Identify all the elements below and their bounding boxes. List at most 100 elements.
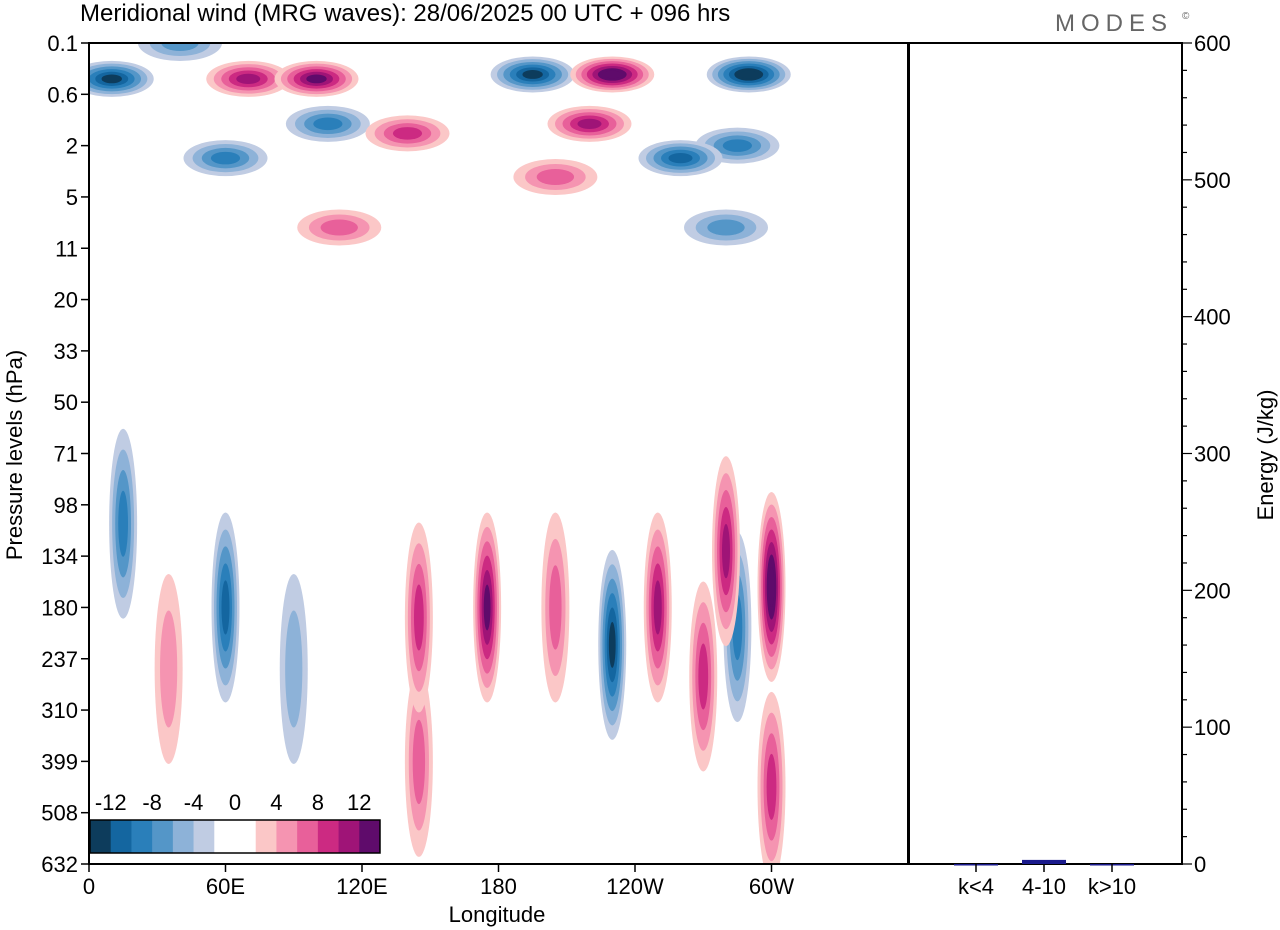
contour-shading — [118, 490, 129, 557]
contour-shading — [653, 580, 662, 635]
energy-tick-label: 600 — [1194, 31, 1231, 56]
contour-shading — [392, 127, 423, 140]
y-tick-label: 20 — [54, 288, 78, 313]
y-tick-label: 98 — [54, 493, 78, 518]
energy-axis-label: Energy (J/kg) — [1253, 390, 1278, 521]
y-tick-label: 11 — [55, 236, 78, 261]
contour-shading — [536, 168, 575, 185]
colorbar-label: 12 — [347, 790, 371, 815]
contour-shading — [412, 719, 426, 805]
contour-shading — [313, 117, 343, 131]
y-tick-label: 134 — [41, 544, 78, 569]
colorbar-swatch — [276, 820, 298, 853]
contour-shading — [707, 219, 745, 236]
y-tick-label: 508 — [41, 801, 78, 826]
modes-logo: MODES © — [1055, 10, 1190, 37]
y-tick-label: 71 — [54, 442, 78, 467]
energy-category-label: k>10 — [1088, 874, 1136, 899]
contour-shading — [285, 610, 303, 728]
y-tick-label: 237 — [41, 647, 78, 672]
contour-shading — [413, 584, 424, 651]
contour-shading — [210, 151, 241, 165]
longitude-axis: 0 60E 120E 180 120W 60W — [83, 864, 794, 899]
colorbar-swatch — [110, 820, 132, 853]
y-tick-label: 2 — [66, 134, 78, 159]
x-tick-label: 120E — [336, 874, 387, 899]
contour-shading — [698, 643, 709, 710]
contour-shading — [160, 610, 178, 728]
contour-shading — [668, 153, 693, 164]
contour-shading — [577, 118, 602, 129]
y-tick-label: 5 — [66, 185, 78, 210]
contour-shading — [766, 753, 777, 820]
contour-shading — [236, 73, 261, 84]
x-tick-label: 180 — [480, 874, 517, 899]
contour-shading — [603, 70, 622, 79]
contour-shading — [549, 565, 562, 650]
energy-tick-label: 100 — [1194, 715, 1231, 740]
colorbar-label: -12 — [95, 790, 127, 815]
chart-title: Meridional wind (MRG waves): 28/06/2025 … — [80, 0, 730, 27]
y-tick-label: 399 — [41, 749, 78, 774]
contour-shading — [483, 584, 491, 631]
contour-shading — [739, 70, 758, 79]
colorbar-swatch — [131, 820, 153, 853]
modes-logo-mark: © — [1182, 11, 1190, 22]
y-tick-label: 33 — [54, 339, 78, 364]
energy-tick-label: 0 — [1194, 852, 1206, 877]
colorbar-swatch — [172, 820, 194, 853]
colorbar-swatch — [297, 820, 319, 853]
contour-shading — [306, 74, 327, 84]
colorbar-swatch — [255, 820, 277, 853]
colorbar-swatch — [235, 820, 257, 853]
y-tick-label: 50 — [54, 390, 78, 415]
pressure-axis: 0.1 0.6 2 5 11 20 33 50 71 98 134 180 237 310 399 508 63… — [41, 31, 89, 877]
contour-shading — [768, 566, 775, 607]
colorbar-label: 4 — [270, 790, 282, 815]
energy-category-label: k<4 — [958, 874, 994, 899]
colorbar-swatch — [193, 820, 215, 853]
contour-shading — [161, 43, 199, 51]
x-tick-label: 60W — [749, 874, 794, 899]
energy-tick-label: 300 — [1194, 442, 1231, 467]
colorbar-frame — [89, 819, 381, 854]
colorbar-swatch — [214, 820, 236, 853]
energy-tick-label: 400 — [1194, 305, 1231, 330]
x-tick-label: 0 — [83, 874, 95, 899]
x-tick-label: 120W — [606, 874, 664, 899]
contour-shading — [722, 524, 730, 579]
colorbar-label: 8 — [312, 790, 324, 815]
energy-bar — [1022, 859, 1066, 864]
y-tick-label: 632 — [41, 852, 78, 877]
colorbar-label: -8 — [142, 790, 162, 815]
energy-category-label: 4-10 — [1022, 874, 1066, 899]
energy-panel — [908, 42, 1183, 865]
y-tick-label: 0.6 — [47, 82, 78, 107]
x-axis-label: Longitude — [449, 902, 546, 927]
x-tick-label: 60E — [206, 874, 245, 899]
contour-shading — [522, 70, 543, 79]
y-tick-label: 0.1 — [47, 31, 78, 56]
contour-shading — [320, 219, 358, 236]
colorbar-label: -4 — [184, 790, 204, 815]
y-tick-label: 180 — [41, 595, 78, 620]
contour-shading — [101, 74, 122, 84]
energy-tick-label: 200 — [1194, 578, 1231, 603]
modes-logo-text: MODES — [1055, 10, 1173, 37]
y-axis-label: Pressure levels (hPa) — [2, 350, 27, 560]
contour-shading — [608, 621, 616, 668]
colorbar-swatch — [152, 820, 174, 853]
contour-shading — [722, 139, 752, 152]
energy-tick-label: 500 — [1194, 168, 1231, 193]
energy-axis: 0 100 200 300 400 500 600 k<4 4-10 k>10 — [958, 31, 1231, 899]
colorbar-legend: -12 -8 -4 0 4 8 12 — [89, 790, 381, 854]
y-tick-label: 310 — [41, 698, 78, 723]
colorbar-label: 0 — [229, 790, 241, 815]
colorbar-swatch — [338, 820, 360, 853]
contour-shading — [221, 580, 230, 635]
colorbar-swatch — [317, 820, 339, 853]
colorbar-swatch — [90, 820, 112, 853]
heatmap-field — [89, 43, 791, 864]
colorbar-swatch — [359, 820, 381, 853]
